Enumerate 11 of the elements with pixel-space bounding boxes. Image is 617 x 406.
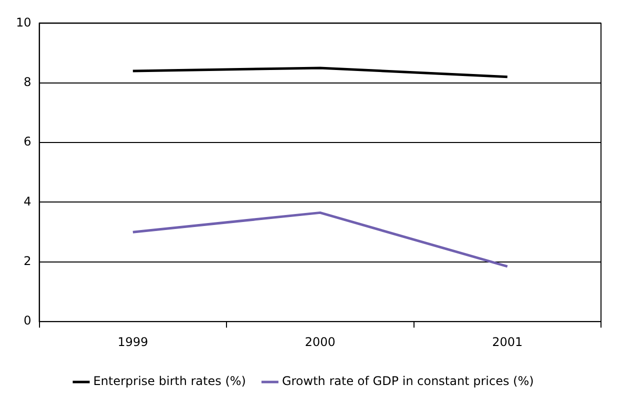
x-tick-label: 1999: [118, 334, 148, 349]
x-tick-label: 2001: [492, 334, 523, 349]
y-tick-label: 8: [24, 75, 32, 90]
legend-label: Growth rate of GDP in constant prices (%): [282, 374, 534, 388]
y-tick-label: 10: [16, 15, 32, 30]
y-tick-label: 6: [24, 134, 32, 149]
y-tick-label: 0: [24, 314, 32, 328]
x-tick-label: 2000: [304, 334, 336, 349]
legend-label: Enterprise birth rates (%): [93, 374, 246, 388]
y-tick-label: 2: [24, 254, 32, 268]
y-tick-label: 4: [24, 194, 32, 208]
